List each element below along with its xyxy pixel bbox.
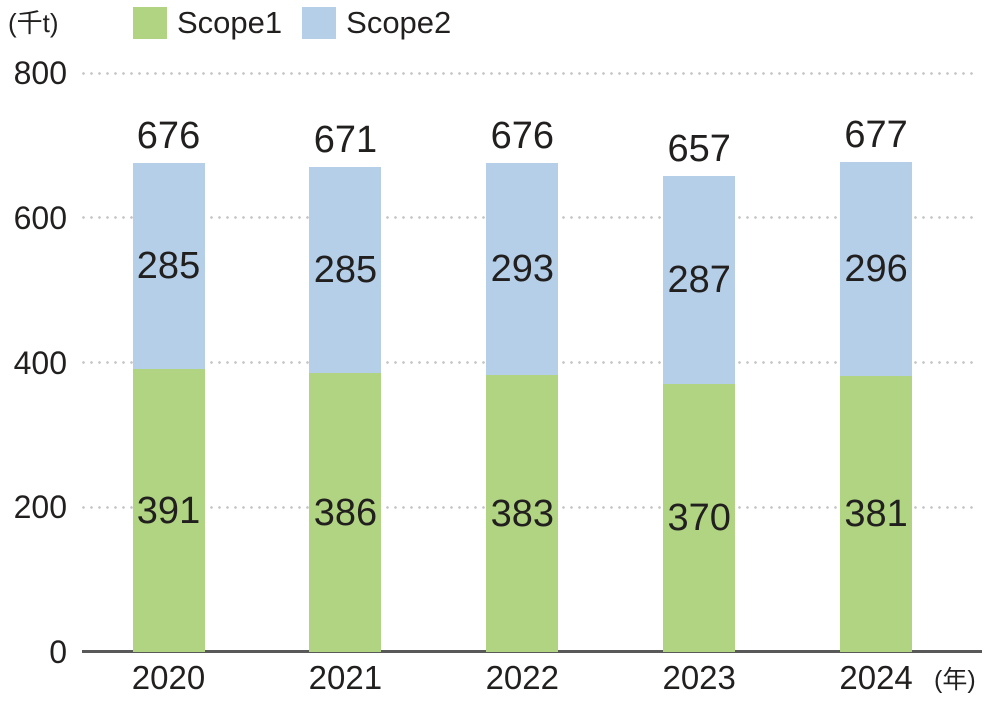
legend: Scope1 Scope2	[133, 5, 451, 41]
total-label-2020: 676	[136, 115, 201, 157]
value-label-scope1-2022: 383	[490, 492, 554, 535]
x-axis-unit-label: (年)	[934, 666, 976, 694]
legend-label-scope1: Scope1	[177, 5, 283, 40]
bar-segment-scope2-2024	[840, 162, 913, 376]
total-label-2022: 676	[490, 115, 554, 157]
gridline-800	[82, 71, 978, 75]
y-tick-label-600: 600	[13, 199, 67, 236]
value-label-scope2-2020: 285	[136, 245, 201, 287]
value-label-scope1-2021: 386	[313, 491, 378, 534]
bar-segment-scope1-2024	[840, 376, 913, 652]
x-axis-label-2024: 2024	[839, 659, 913, 696]
bar-2020: 285 391 676	[132, 116, 205, 652]
bar-segment-scope1-2023	[663, 384, 736, 652]
y-tick-label-400: 400	[13, 344, 67, 381]
value-label-scope1-2024: 381	[844, 493, 908, 535]
bar-segment-scope2-2021	[309, 167, 382, 373]
legend-swatch-scope2	[302, 7, 337, 39]
value-label-scope2-2021: 285	[313, 249, 378, 291]
value-label-scope1-2020: 391	[136, 489, 201, 532]
y-axis-unit-label: (千t)	[8, 8, 59, 38]
value-label-scope2-2024: 296	[844, 248, 908, 290]
total-label-2023: 657	[667, 128, 731, 170]
x-axis-label-2020: 2020	[131, 659, 206, 696]
total-label-2024: 677	[844, 114, 908, 156]
legend-item-scope2: Scope2	[302, 5, 451, 41]
bar-segment-scope2-2023	[663, 176, 736, 384]
legend-item-scope1: Scope1	[133, 5, 282, 41]
legend-label-scope2: Scope2	[346, 5, 452, 40]
bar-segment-scope1-2021	[309, 373, 382, 652]
value-label-scope1-2023: 370	[667, 497, 731, 539]
x-axis-label-2022: 2022	[485, 659, 559, 696]
bar-2024: 296 381 677	[840, 115, 913, 652]
y-tick-label-0: 0	[49, 634, 67, 670]
total-label-2021: 671	[313, 119, 378, 161]
y-tick-label-200: 200	[13, 489, 67, 526]
bar-segment-scope2-2022	[486, 163, 559, 375]
bar-segment-scope1-2020	[132, 369, 205, 652]
x-axis-label-2021: 2021	[308, 659, 383, 696]
y-tick-label-800: 800	[13, 55, 67, 91]
bar-2022: 293 383 676	[486, 116, 559, 652]
value-label-scope2-2023: 287	[667, 259, 731, 301]
legend-swatch-scope1	[133, 7, 167, 39]
value-label-scope2-2022: 293	[490, 248, 554, 290]
bar-2023: 287 370 657	[663, 129, 736, 652]
bar-segment-scope2-2020	[132, 163, 205, 369]
bar-segment-scope1-2022	[486, 375, 559, 652]
x-axis-label-2023: 2023	[662, 659, 736, 696]
bar-2021: 285 386 671	[309, 120, 382, 652]
